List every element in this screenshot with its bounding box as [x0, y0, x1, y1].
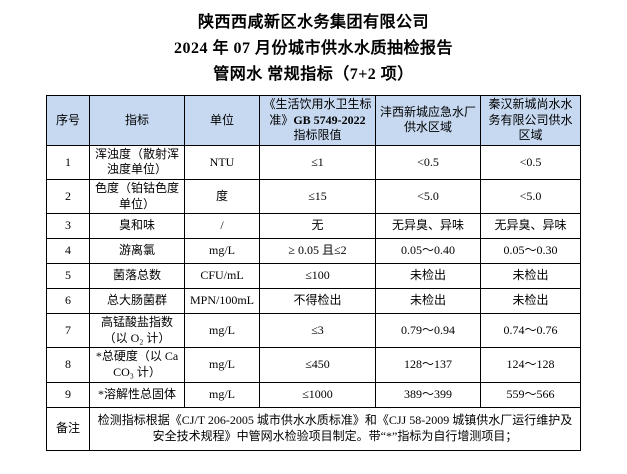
report-title: 2024 年 07 月份城市供水水质抽检报告 [173, 40, 453, 57]
cell-no: 4 [46, 238, 90, 265]
cell-limit: 无 [259, 213, 376, 240]
cell-indicator: 游离氯 [89, 238, 185, 265]
cell-region1: 389～399 [375, 381, 481, 408]
table-row: 2 色度（铂钴色度单位） 度 ≤15 <5.0 <5.0 [46, 178, 581, 215]
table-row: 1 浑浊度（散射浑浊度单位） NTU ≤1 <0.5 <0.5 [46, 144, 581, 180]
cell-limit: ≤450 [259, 347, 376, 383]
table-row: 9 *溶解性总固体 mg/L ≤1000 389～399 559～566 [46, 381, 581, 408]
cell-no: 5 [46, 263, 90, 290]
cell-no: 6 [46, 288, 90, 315]
cell-region2: 0.74～0.76 [480, 313, 581, 349]
cell-unit: 度 [184, 178, 260, 215]
cell-unit: MPN/100mL [184, 288, 260, 315]
cell-region2: 未检出 [480, 288, 581, 315]
cell-region1: 无异臭、异味 [375, 213, 481, 240]
cell-region2: <0.5 [480, 144, 581, 180]
cell-limit: ≤100 [259, 263, 376, 290]
cell-indicator: 总大肠菌群 [89, 288, 185, 315]
cell-no: 1 [46, 144, 90, 180]
water-quality-table: 序号 指标 单位 《生活饮用水卫生标准》GB 5749-2022 指标限值 沣西新… [46, 95, 581, 451]
remarks-row: 备注 检测指标根据《CJ/T 206-2005 城市供水水质标准》和《CJJ 5… [46, 406, 581, 451]
cell-indicator: 菌落总数 [89, 263, 185, 290]
header-standard-post: 指标限值 [293, 128, 342, 143]
cell-region1: 128～137 [375, 347, 481, 383]
cell-region2: 559～566 [480, 381, 581, 408]
cell-no: 3 [46, 213, 90, 240]
cell-indicator: *溶解性总固体 [89, 381, 185, 408]
cell-limit: 不得检出 [259, 288, 376, 315]
header-region1: 沣西新城应急水厂供水区域 [375, 95, 481, 146]
header-unit: 单位 [184, 95, 260, 146]
company-title: 陕西西咸新区水务集团有限公司 [197, 14, 429, 31]
cell-region1: <0.5 [375, 144, 481, 180]
cell-unit: mg/L [184, 347, 260, 383]
cell-region2: 0.05～0.30 [480, 238, 581, 265]
cell-region1: 0.79～0.94 [375, 313, 481, 349]
cell-indicator: 臭和味 [89, 213, 185, 240]
cell-no: 2 [46, 178, 90, 215]
cell-region1: 0.05～0.40 [375, 238, 481, 265]
cell-indicator: 高锰酸盐指数（以 O₂ 计） [89, 313, 185, 349]
table-row: 6 总大肠菌群 MPN/100mL 不得检出 未检出 未检出 [46, 288, 581, 315]
table-header-row: 序号 指标 单位 《生活饮用水卫生标准》GB 5749-2022 指标限值 沣西新… [46, 95, 581, 146]
cell-unit: CFU/mL [184, 263, 260, 290]
cell-region1: 未检出 [375, 263, 481, 290]
header-region2: 秦汉新城尚水水务有限公司供水区域 [480, 95, 581, 146]
cell-unit: mg/L [184, 313, 260, 349]
cell-region2: 124～128 [480, 347, 581, 383]
cell-indicator: 色度（铂钴色度单位） [89, 178, 185, 215]
table-row: 8 *总硬度（以 CaCO₃ 计） mg/L ≤450 128～137 124～… [46, 347, 581, 383]
remarks-label: 备注 [46, 406, 90, 451]
cell-indicator: 浑浊度（散射浑浊度单位） [89, 144, 185, 180]
table-row: 3 臭和味 / 无 无异臭、异味 无异臭、异味 [46, 213, 581, 240]
header-no: 序号 [46, 95, 90, 146]
cell-no: 9 [46, 381, 90, 408]
cell-unit: NTU [184, 144, 260, 180]
table-row: 5 菌落总数 CFU/mL ≤100 未检出 未检出 [46, 263, 581, 290]
cell-region2: 未检出 [480, 263, 581, 290]
cell-limit: ≤15 [259, 178, 376, 215]
cell-region2: <5.0 [480, 178, 581, 215]
cell-no: 7 [46, 313, 90, 349]
cell-region1: 未检出 [375, 288, 481, 315]
cell-region2: 无异臭、异味 [480, 213, 581, 240]
cell-no: 8 [46, 347, 90, 383]
cell-unit: mg/L [184, 381, 260, 408]
header-standard-code: GB 5749-2022 [293, 112, 366, 127]
cell-region1: <5.0 [375, 178, 481, 215]
table-row: 4 游离氯 mg/L ≥ 0.05 且≤2 0.05～0.40 0.05～0.3… [46, 238, 581, 265]
remarks-text: 检测指标根据《CJ/T 206-2005 城市供水水质标准》和《CJJ 58-2… [89, 406, 581, 451]
header-standard-pre: 《生活饮用水卫生标准》 [263, 97, 372, 127]
header-standard: 《生活饮用水卫生标准》GB 5749-2022 指标限值 [259, 95, 376, 146]
cell-limit: ≤1 [259, 144, 376, 180]
header-indicator: 指标 [89, 95, 185, 146]
table-row: 7 高锰酸盐指数（以 O₂ 计） mg/L ≤3 0.79～0.94 0.74～… [46, 313, 581, 349]
cell-limit: ≥ 0.05 且≤2 [259, 238, 376, 265]
cell-unit: mg/L [184, 238, 260, 265]
cell-limit: ≤1000 [259, 381, 376, 408]
cell-limit: ≤3 [259, 313, 376, 349]
cell-indicator: *总硬度（以 CaCO₃ 计） [89, 347, 185, 383]
cell-unit: / [184, 213, 260, 240]
report-subtitle: 管网水 常规指标（7+2 项） [213, 66, 414, 83]
